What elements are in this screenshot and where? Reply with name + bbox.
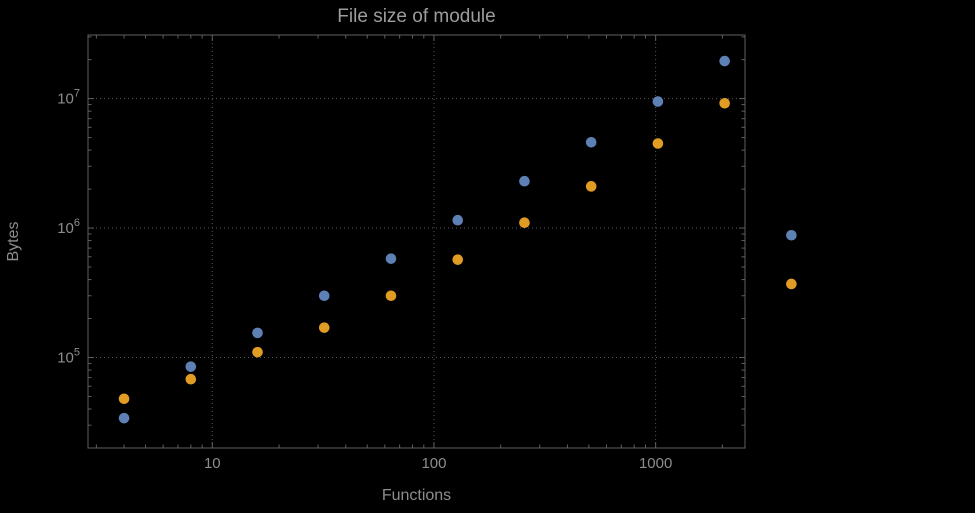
x-axis-label: Functions xyxy=(382,487,451,504)
data-points xyxy=(118,55,797,424)
data-point-series-orange xyxy=(318,322,330,333)
gridlines xyxy=(88,35,745,448)
data-point-series-orange xyxy=(786,278,797,290)
data-point-series-blue xyxy=(385,253,397,264)
data-point-series-blue xyxy=(252,327,263,339)
y-tick-label: 107 xyxy=(57,88,80,108)
data-point-series-blue xyxy=(519,175,530,187)
data-point-series-orange xyxy=(519,217,530,229)
y-tick-label: 106 xyxy=(57,217,80,237)
data-point-series-orange xyxy=(585,181,597,192)
data-point-series-blue xyxy=(786,229,797,241)
x-tick-label: 1000 xyxy=(639,455,672,472)
axis-ticks xyxy=(88,35,745,448)
data-point-series-blue xyxy=(318,290,330,302)
plot-frame xyxy=(87,34,746,449)
data-point-series-orange xyxy=(185,373,197,385)
data-point-series-orange xyxy=(452,254,464,265)
data-point-series-blue xyxy=(585,136,597,148)
data-point-series-orange xyxy=(385,290,397,302)
data-point-series-orange xyxy=(652,138,664,149)
data-point-series-blue xyxy=(652,96,664,107)
data-point-series-blue xyxy=(452,214,464,226)
data-point-series-orange xyxy=(252,346,263,358)
data-point-series-blue xyxy=(185,361,197,372)
data-point-series-orange xyxy=(719,97,730,109)
data-point-series-blue xyxy=(719,55,730,67)
x-tick-label: 10 xyxy=(204,455,221,472)
data-point-series-blue xyxy=(118,412,130,424)
data-point-series-orange xyxy=(118,393,130,405)
chart-title: File size of module xyxy=(337,6,495,27)
x-tick-label: 100 xyxy=(421,455,446,472)
y-tick-label: 105 xyxy=(57,347,80,367)
y-axis-label: Bytes xyxy=(5,221,22,261)
axis-tick-labels: 10 100 1000 105 106 107 xyxy=(57,88,672,472)
